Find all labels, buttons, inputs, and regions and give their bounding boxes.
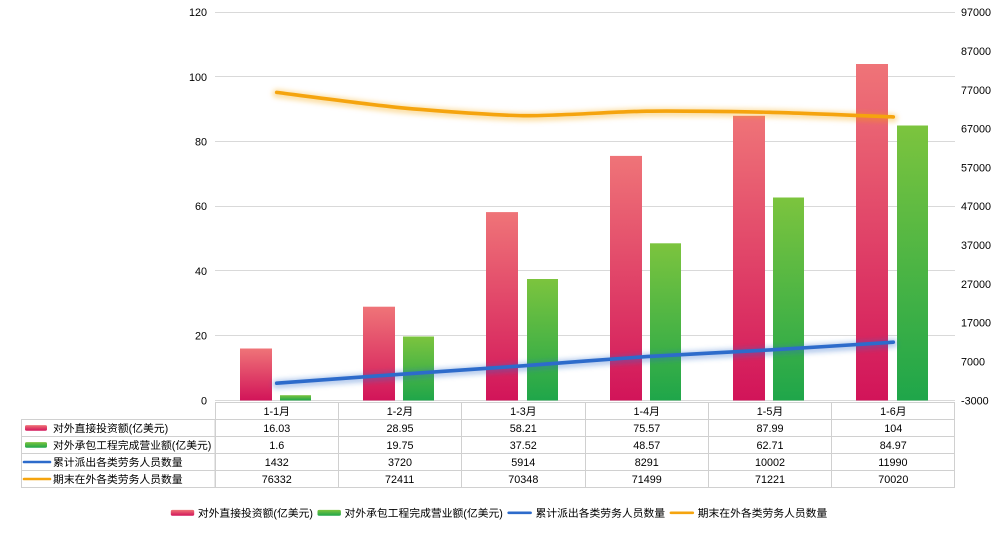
svg-text:100: 100 xyxy=(189,72,207,84)
svg-text:87000: 87000 xyxy=(961,46,991,58)
svg-text:1-6: 1-6 xyxy=(880,406,896,418)
svg-text:3720: 3720 xyxy=(388,457,412,469)
svg-text:70348: 70348 xyxy=(508,474,538,486)
svg-text:80: 80 xyxy=(195,137,207,149)
svg-text:28.95: 28.95 xyxy=(387,423,414,435)
svg-text:76332: 76332 xyxy=(262,474,292,486)
svg-text:10002: 10002 xyxy=(755,457,785,469)
svg-text:20: 20 xyxy=(195,331,207,343)
svg-text:60: 60 xyxy=(195,201,207,213)
svg-text:0: 0 xyxy=(201,395,207,407)
svg-text:1.6: 1.6 xyxy=(269,440,284,452)
svg-text:71221: 71221 xyxy=(755,474,785,486)
svg-text:(: ( xyxy=(129,423,133,435)
svg-text:): ) xyxy=(165,423,169,435)
svg-text:58.21: 58.21 xyxy=(510,423,537,435)
svg-text:77000: 77000 xyxy=(961,85,991,97)
svg-text:84.97: 84.97 xyxy=(880,440,907,452)
svg-text:87.99: 87.99 xyxy=(757,423,784,435)
svg-text:5914: 5914 xyxy=(511,457,535,469)
svg-text:1-4: 1-4 xyxy=(634,406,650,418)
svg-text:75.57: 75.57 xyxy=(633,423,660,435)
svg-text:37.52: 37.52 xyxy=(510,440,537,452)
svg-text:97000: 97000 xyxy=(961,7,991,19)
svg-text:48.57: 48.57 xyxy=(633,440,660,452)
svg-text:67000: 67000 xyxy=(961,124,991,136)
svg-text:(: ( xyxy=(463,508,467,520)
svg-text:1-2: 1-2 xyxy=(387,406,403,418)
svg-text:11990: 11990 xyxy=(878,457,907,469)
svg-text:72411: 72411 xyxy=(385,474,414,486)
svg-text:62.71: 62.71 xyxy=(757,440,784,452)
svg-text:27000: 27000 xyxy=(961,279,991,291)
svg-text:1-5: 1-5 xyxy=(757,406,773,418)
svg-text:(: ( xyxy=(273,508,277,520)
svg-text:70020: 70020 xyxy=(878,474,908,486)
svg-text:104: 104 xyxy=(884,423,902,435)
svg-text:1-1: 1-1 xyxy=(264,406,280,418)
svg-text:7000: 7000 xyxy=(961,357,985,369)
svg-text:1-3: 1-3 xyxy=(510,406,526,418)
svg-text:19.75: 19.75 xyxy=(387,440,414,452)
svg-text:): ) xyxy=(309,508,313,520)
svg-text:16.03: 16.03 xyxy=(263,423,290,435)
svg-text:57000: 57000 xyxy=(961,162,991,174)
svg-text:40: 40 xyxy=(195,266,207,278)
svg-text:1432: 1432 xyxy=(265,457,289,469)
svg-text:-3000: -3000 xyxy=(961,395,989,407)
svg-text:37000: 37000 xyxy=(961,240,991,252)
svg-text:): ) xyxy=(499,508,503,520)
svg-text:47000: 47000 xyxy=(961,201,991,213)
svg-text:(: ( xyxy=(172,440,176,452)
svg-text:8291: 8291 xyxy=(635,457,659,469)
svg-text:120: 120 xyxy=(189,7,207,19)
svg-text:71499: 71499 xyxy=(632,474,662,486)
svg-text:): ) xyxy=(208,440,212,452)
svg-text:17000: 17000 xyxy=(961,318,991,330)
